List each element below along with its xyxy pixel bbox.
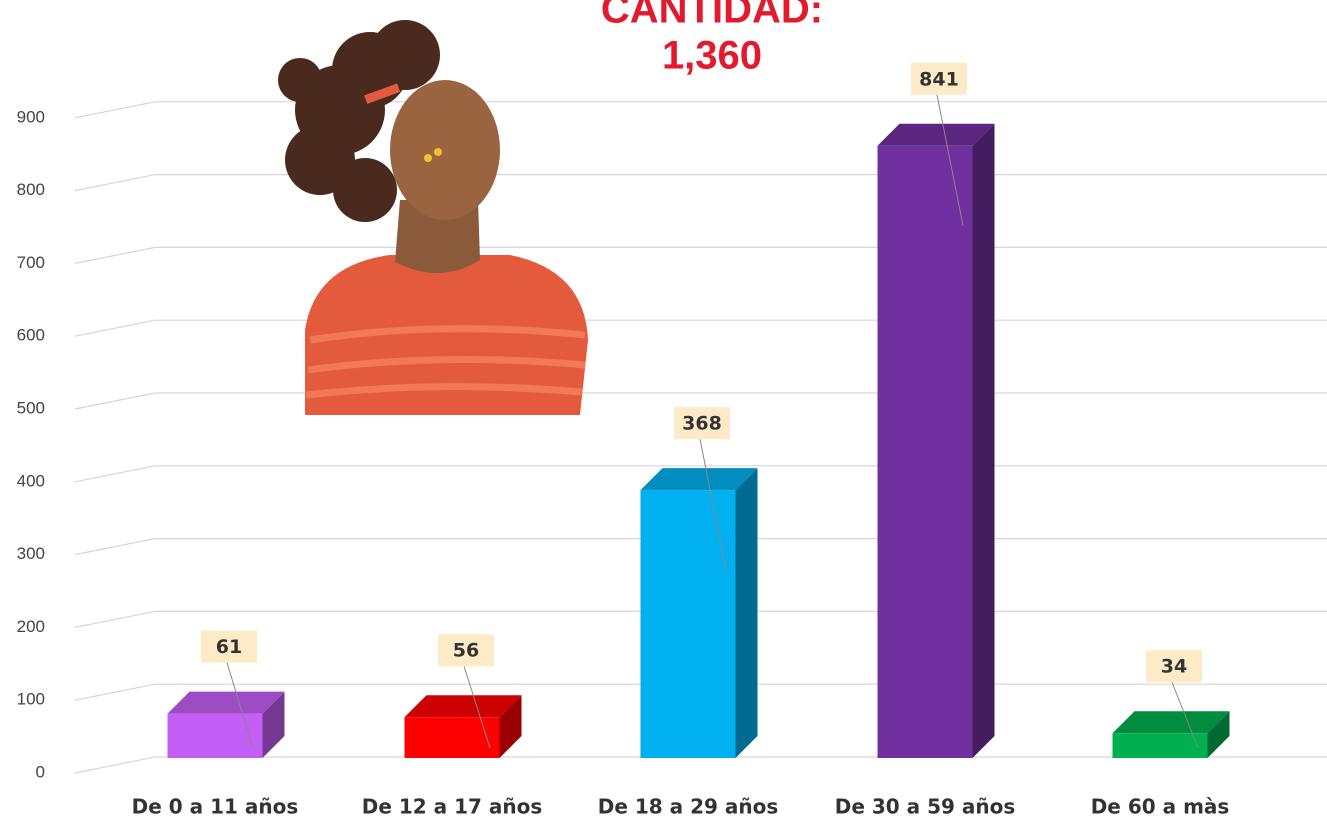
grid-line [74, 246, 1327, 264]
y-tick-label: 500 [17, 398, 45, 417]
bar [404, 695, 522, 758]
value-label: 61 [216, 636, 242, 658]
x-tick-label: De 0 a 11 años [132, 795, 299, 819]
x-tick-label: De 30 a 59 años [835, 795, 1016, 819]
leader-line [1171, 682, 1199, 749]
bar-top [1112, 711, 1230, 734]
bar-top [877, 123, 995, 146]
chart-title: 1,360 [662, 34, 762, 78]
bar-side [1207, 711, 1230, 758]
y-tick-label: 700 [17, 253, 45, 272]
value-label: 368 [682, 413, 722, 435]
y-tick-label: 800 [17, 180, 45, 199]
bar [877, 123, 995, 758]
leader-line [226, 662, 254, 749]
bar [640, 468, 758, 758]
grid-line [74, 319, 1327, 337]
leader-line [936, 94, 964, 226]
grid-line [74, 392, 1327, 410]
value-label-box [438, 634, 494, 667]
bar-front [1112, 733, 1208, 758]
bar [167, 691, 285, 758]
bar-side [972, 123, 995, 758]
bar-front [877, 145, 973, 758]
x-tick-label: De 12 a 17 años [362, 795, 543, 819]
y-tick-label: 200 [17, 617, 45, 636]
bar-front [167, 713, 263, 758]
bar-top [167, 691, 285, 714]
bar-side [735, 468, 758, 758]
grid-line [74, 101, 1327, 119]
y-tick-label: 600 [17, 326, 45, 345]
value-label-box [911, 62, 967, 95]
value-label-box [674, 407, 730, 440]
x-tick-label: De 18 a 29 años [598, 795, 779, 819]
bar-top [640, 468, 758, 491]
y-tick-label: 400 [17, 471, 45, 490]
y-tick-label: 900 [17, 107, 45, 126]
value-label: 34 [1161, 656, 1187, 678]
y-tick-label: 300 [17, 544, 45, 563]
value-label-box [201, 630, 257, 663]
leader-line [699, 438, 727, 571]
chart-title: CANTIDAD: [601, 0, 823, 32]
bar-front [640, 490, 736, 758]
grid-line [74, 756, 1327, 774]
value-label-box [1146, 650, 1202, 683]
y-tick-label: 100 [17, 690, 45, 709]
bar-side [262, 691, 285, 758]
bar [1112, 711, 1230, 758]
x-tick-label: De 60 a màs [1091, 795, 1230, 819]
person-illustration [278, 20, 588, 415]
y-tick-label: 0 [36, 762, 45, 781]
value-label: 841 [919, 68, 959, 90]
leader-line [463, 666, 491, 749]
bar-side [499, 695, 522, 758]
bar-top [404, 695, 522, 718]
grid-line [74, 174, 1327, 192]
value-label: 56 [453, 640, 479, 662]
bar-front [404, 717, 500, 758]
